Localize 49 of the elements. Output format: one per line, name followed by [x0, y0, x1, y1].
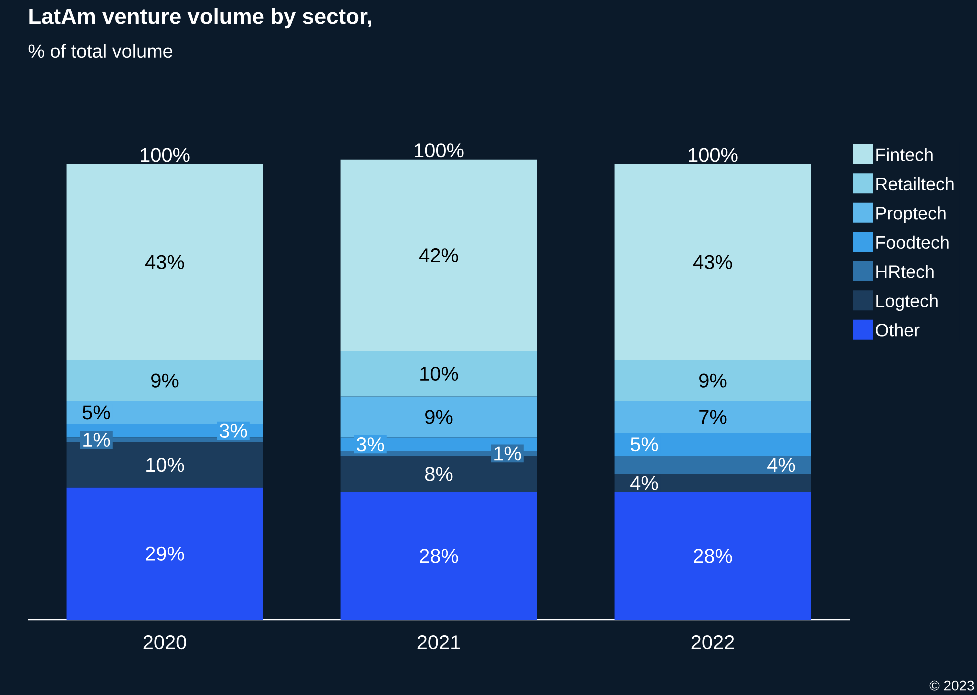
data-label: 8% — [425, 467, 453, 482]
data-label: 43% — [146, 255, 184, 270]
bar — [340, 492, 538, 620]
data-label: 10% — [420, 366, 458, 382]
data-label: 9% — [152, 374, 179, 388]
text: © 2023 — [930, 680, 974, 691]
data-label: 3% — [356, 438, 384, 452]
bar — [340, 396, 538, 438]
data-label: 5% — [630, 438, 658, 452]
data-label: 4% — [630, 476, 658, 490]
legend-label: Foodtech — [876, 236, 949, 250]
total-label: 100% — [689, 148, 738, 162]
legend-label: Proptech — [876, 206, 946, 224]
bar — [340, 351, 538, 397]
total-label: 100% — [415, 144, 464, 158]
bar — [66, 360, 264, 402]
data-label: 43% — [694, 255, 732, 270]
data-label: 29% — [146, 546, 184, 561]
data-label: 42% — [420, 248, 458, 263]
bar — [614, 433, 812, 456]
bar — [614, 401, 812, 434]
data-label: 28% — [694, 549, 732, 564]
x-tick-label: 2020 — [144, 636, 186, 650]
bar — [614, 360, 812, 402]
data-label: 1% — [494, 446, 522, 461]
data-label: 10% — [146, 458, 184, 472]
total-label: 100% — [141, 148, 190, 162]
data-label: 9% — [426, 410, 453, 424]
bar — [614, 492, 812, 620]
data-label: 9% — [700, 374, 727, 388]
x-tick-label: 2021 — [418, 636, 460, 650]
data-label: 1% — [84, 433, 110, 448]
bar — [340, 160, 538, 352]
legend-label: HRtech — [876, 265, 934, 278]
bar — [66, 488, 264, 620]
x-tick-label: 2022 — [692, 636, 734, 650]
legend-label: Logtech — [876, 294, 938, 312]
data-label: 28% — [420, 549, 458, 564]
bar — [614, 164, 812, 360]
legend-label: Fintech — [876, 148, 933, 162]
data-label: 4% — [768, 458, 796, 472]
data-label: 7% — [700, 410, 727, 424]
legend-label: Other — [876, 324, 920, 337]
data-label: 3% — [220, 424, 248, 438]
chart-subtitle: % of total volume — [28, 44, 173, 58]
bar — [66, 164, 264, 360]
chart-title: LatAm venture volume by sector, — [30, 8, 372, 29]
legend-label: Retailtech — [876, 177, 954, 191]
data-label: 5% — [82, 406, 110, 420]
